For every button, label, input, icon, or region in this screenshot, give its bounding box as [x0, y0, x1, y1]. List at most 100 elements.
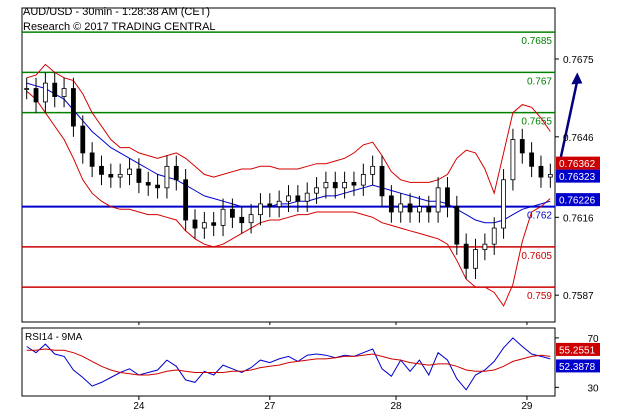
- candle-51: [501, 169, 506, 239]
- candle-body-17: [183, 179, 189, 221]
- candle-body-55: [538, 165, 544, 178]
- rsi-badge-bg-1: [556, 359, 600, 373]
- candle-body-8: [99, 165, 104, 175]
- candle-47: [463, 233, 469, 280]
- candle-0: [24, 77, 30, 100]
- candle-body-4: [61, 88, 67, 97]
- price-badge-2: 0.76226: [559, 196, 596, 207]
- chart-copyright: Research © 2017 TRADING CENTRAL: [23, 21, 216, 33]
- candle-body-11: [127, 168, 132, 175]
- rsi-axis: RSI14 - 9MA 70 30 55.2551 52.3878: [25, 332, 600, 394]
- candle-45: [445, 177, 450, 218]
- lower-band-line: [26, 90, 551, 307]
- candle-body-13: [145, 182, 151, 186]
- candle-body-37: [370, 165, 376, 175]
- candle-41: [407, 193, 413, 223]
- candle-2: [42, 72, 48, 113]
- candle-32: [323, 171, 329, 199]
- candle-body-34: [342, 182, 348, 189]
- candle-11: [127, 158, 132, 186]
- level-label-1: 0.767: [527, 76, 552, 87]
- candle-body-33: [332, 182, 338, 189]
- price-badge-bg-2: [556, 193, 600, 207]
- price-badge-bg-1: [556, 169, 600, 183]
- candle-17: [183, 169, 189, 231]
- candle-19: [201, 211, 207, 239]
- upper-band-line: [26, 63, 551, 195]
- level-label-2: 0.7655: [521, 117, 552, 128]
- rsi-series-1: [26, 348, 551, 376]
- candle-body-42: [417, 206, 422, 213]
- candle-40: [398, 193, 404, 223]
- candle-body-19: [201, 222, 207, 229]
- candle-48: [473, 238, 478, 280]
- rsi-tick-label-1: 30: [587, 383, 599, 394]
- candle-body-1: [33, 88, 39, 103]
- time-axis: 24 27 28 29: [133, 322, 533, 412]
- candle-15: [164, 155, 170, 199]
- candle-body-53: [519, 139, 525, 154]
- candle-body-36: [360, 173, 366, 186]
- candle-body-38: [379, 165, 385, 197]
- forecast-arrow: [557, 72, 583, 170]
- price-tick-label-1: 0.7646: [563, 133, 594, 144]
- rsi-lines: [26, 337, 551, 391]
- candle-body-9: [108, 173, 114, 178]
- candle-18: [192, 209, 198, 239]
- candle-33: [332, 171, 338, 199]
- time-tick-label-3: 29: [521, 401, 533, 412]
- chart-title: AUD/USD - 30min - 1:28:38 AM (CET): [23, 6, 211, 18]
- candle-body-54: [529, 152, 535, 167]
- candle-body-27: [276, 200, 282, 207]
- candle-39: [388, 185, 394, 223]
- level-label-4: 0.7605: [521, 251, 552, 262]
- candle-body-39: [388, 195, 394, 213]
- candle-28: [286, 185, 291, 212]
- candle-body-18: [192, 219, 198, 229]
- candle-55: [538, 155, 544, 188]
- candle-body-25: [258, 203, 263, 216]
- price-badge-1: 0.76323: [559, 172, 596, 183]
- candle-body-16: [173, 165, 179, 181]
- candle-38: [379, 155, 385, 207]
- candle-42: [417, 195, 422, 223]
- candle-26: [267, 193, 273, 218]
- rsi-badge-1: 52.3878: [559, 362, 596, 373]
- candle-13: [145, 171, 151, 196]
- candle-23: [239, 206, 245, 234]
- candle-34: [342, 171, 348, 199]
- candle-body-45: [445, 187, 450, 207]
- candle-8: [99, 155, 104, 186]
- forecast-arrow-shaft: [557, 80, 579, 170]
- candle-22: [229, 198, 235, 229]
- candle-body-35: [351, 182, 357, 186]
- candle-46: [454, 195, 460, 255]
- candle-5: [71, 77, 76, 137]
- candle-body-12: [136, 168, 142, 183]
- candle-body-5: [71, 88, 76, 127]
- candle-30: [304, 182, 310, 212]
- candle-body-32: [323, 182, 329, 189]
- candle-body-41: [407, 203, 413, 213]
- candle-25: [258, 193, 263, 226]
- candle-body-24: [248, 214, 254, 224]
- candle-12: [136, 158, 142, 194]
- candle-body-14: [155, 184, 160, 189]
- candle-54: [529, 142, 535, 178]
- candle-3: [52, 72, 58, 108]
- candle-27: [276, 190, 282, 218]
- price-tick-label-3: 0.7587: [563, 291, 594, 302]
- candle-49: [482, 233, 488, 261]
- candle-4: [61, 77, 67, 108]
- candle-body-48: [473, 249, 478, 269]
- candle-body-28: [286, 195, 291, 202]
- candle-31: [314, 177, 319, 204]
- level-label-0: 0.7685: [521, 36, 552, 47]
- rsi-panel-border: [21, 327, 556, 397]
- candle-29: [295, 185, 301, 212]
- candle-24: [248, 203, 254, 234]
- candle-body-10: [117, 173, 123, 178]
- price-panel-border: [21, 7, 556, 323]
- candle-body-31: [314, 187, 319, 194]
